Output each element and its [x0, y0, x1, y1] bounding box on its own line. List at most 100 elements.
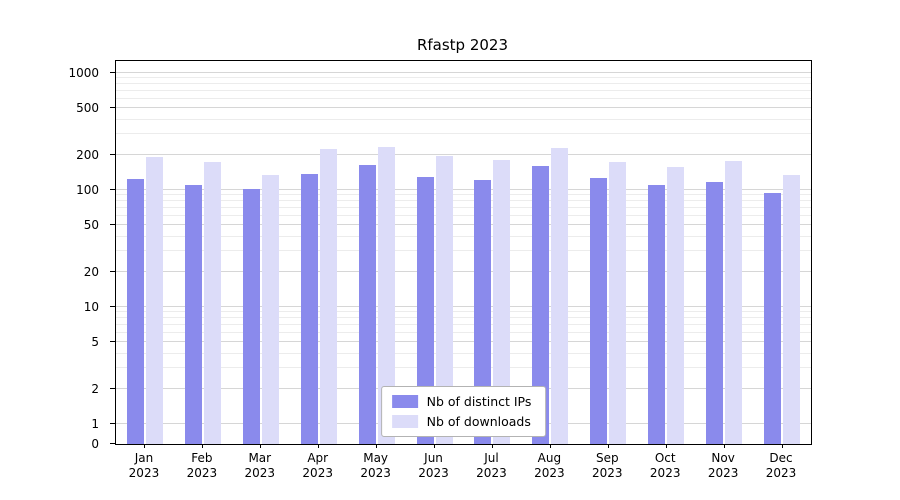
x-tick-label-line: 2023: [244, 466, 276, 480]
y-tick-mark: [110, 387, 115, 389]
gridline-major: [116, 270, 811, 272]
y-tick-mark: [110, 423, 115, 424]
x-tick-label-line: 2023: [534, 466, 565, 480]
x-tick-label-line: Sep: [595, 451, 619, 465]
bar-downloads-oct: [667, 166, 685, 444]
y-tick-label: 500: [76, 101, 99, 116]
x-tick-label-line: 2023: [418, 466, 449, 480]
x-tick-label-line: Feb: [191, 451, 213, 465]
bar-downloads-dec: [783, 174, 801, 444]
y-tick-label: 200: [76, 147, 99, 162]
plot-area: Nb of distinct IPs Nb of downloads: [110, 60, 812, 448]
y-tick-label: 10: [83, 300, 99, 314]
x-tick-label-line: 2023: [649, 466, 681, 480]
y-tick-label: 5: [91, 335, 99, 350]
y-axis-labels: 0 1 2 5 10 20 50 100 200 500 1000: [0, 61, 108, 451]
gridline-minor: [116, 83, 811, 85]
legend: Nb of distinct IPs Nb of downloads: [380, 386, 547, 437]
x-tick-label-line: 2023: [476, 466, 507, 480]
bar-distinct-ips-nov: [706, 181, 724, 444]
x-tick-label: Jul 2023: [459, 451, 523, 481]
x-tick-label-line: Apr: [307, 451, 329, 465]
gridline-minor: [116, 331, 811, 333]
bar-distinct-ips-jun: [416, 176, 434, 444]
x-tick-label-line: 2023: [707, 466, 739, 480]
bar-distinct-ips-feb: [184, 185, 202, 444]
x-tick-label-line: 2023: [302, 466, 333, 480]
bar-distinct-ips-jan: [126, 178, 144, 444]
legend-label-distinct-ips: Nb of distinct IPs: [426, 394, 532, 409]
gridline-minor: [116, 324, 811, 326]
x-tick-label-line: Dec: [769, 451, 793, 465]
gridline-major: [116, 306, 811, 307]
legend-swatch-downloads: [391, 415, 418, 428]
x-tick-label-line: 2023: [360, 466, 391, 480]
x-tick-mark: [491, 444, 493, 448]
y-tick-mark: [110, 306, 115, 307]
gridline-minor: [116, 317, 811, 319]
x-tick-label-line: May: [363, 451, 389, 465]
x-tick-label: Jun 2023: [402, 451, 466, 481]
x-tick-label-line: Nov: [711, 451, 735, 465]
x-tick-mark: [665, 444, 667, 448]
gridline-major: [116, 72, 811, 73]
gridline-minor: [116, 90, 811, 92]
bar-distinct-ips-aug: [532, 165, 550, 444]
x-tick-mark: [607, 444, 609, 448]
x-tick-label-line: Aug: [537, 451, 562, 465]
bar-downloads-mar: [261, 174, 279, 444]
bar-distinct-ips-sep: [590, 177, 608, 444]
x-tick-mark: [781, 444, 783, 448]
x-tick-label-line: Jul: [484, 451, 499, 465]
bar-distinct-ips-oct: [648, 185, 666, 444]
y-tick-mark: [110, 443, 115, 444]
y-tick-label: 1: [91, 417, 99, 431]
gridline-minor: [116, 250, 811, 252]
bar-downloads-nov: [725, 161, 743, 444]
bar-downloads-may: [377, 147, 395, 444]
legend-item-downloads: Nb of downloads: [391, 414, 532, 429]
gridline-minor: [116, 311, 811, 313]
x-tick-label: Aug 2023: [517, 451, 581, 481]
bar-distinct-ips-dec: [764, 192, 782, 444]
bar-distinct-ips-jul: [474, 179, 492, 444]
gridline-minor: [116, 194, 811, 196]
x-tick-label-line: 2023: [186, 466, 218, 480]
gridline-minor: [116, 77, 811, 79]
y-tick-label: 2: [91, 381, 99, 396]
gridline-minor: [116, 352, 811, 354]
bar-downloads-aug: [551, 148, 569, 444]
bar-downloads-sep: [609, 161, 627, 444]
x-tick-label-line: 2023: [128, 466, 160, 480]
gridline-minor: [116, 118, 811, 120]
y-tick-label: 100: [76, 183, 99, 197]
x-tick-label: Jan 2023: [112, 451, 176, 481]
x-tick-mark: [318, 444, 320, 448]
gridline-minor: [116, 235, 811, 237]
y-tick-label: 1000: [68, 66, 99, 80]
chart-title: Rfastp 2023: [416, 36, 509, 54]
gridline-major: [116, 341, 811, 343]
x-tick-label: Nov 2023: [691, 451, 755, 481]
y-tick-label: 0: [91, 437, 99, 451]
x-tick-mark: [260, 444, 262, 448]
gridline-minor: [116, 133, 811, 135]
gridline-minor: [116, 97, 811, 99]
y-tick-mark: [110, 189, 115, 190]
x-tick-label: Sep 2023: [575, 451, 639, 481]
y-tick-mark: [110, 72, 115, 73]
bar-distinct-ips-mar: [242, 189, 260, 444]
y-tick-mark: [110, 224, 115, 226]
gridline-minor: [116, 367, 811, 369]
x-tick-label: May 2023: [344, 451, 408, 481]
x-tick-label: Apr 2023: [286, 451, 350, 481]
bar-downloads-feb: [203, 161, 221, 444]
x-tick-label-line: 2023: [765, 466, 797, 480]
bar-downloads-apr: [319, 148, 337, 444]
bar-downloads-jul: [493, 160, 511, 444]
x-tick-label: Feb 2023: [170, 451, 234, 481]
y-tick-label: 20: [83, 264, 99, 279]
gridline-major: [116, 153, 811, 155]
x-tick-mark: [549, 444, 551, 448]
